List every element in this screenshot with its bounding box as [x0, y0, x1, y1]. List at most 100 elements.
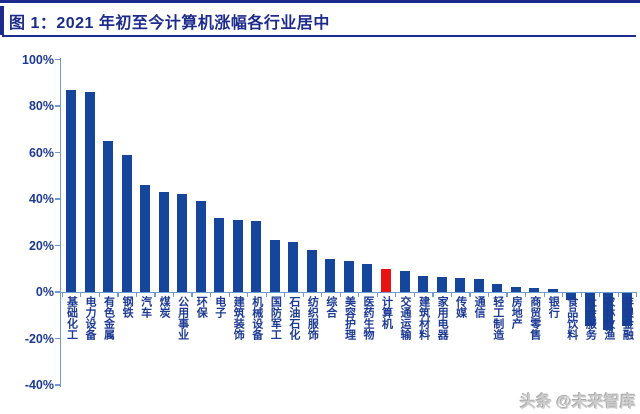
category-label: 有色金属 — [102, 296, 115, 340]
x-axis-tick — [191, 293, 193, 297]
x-axis-tick — [80, 293, 82, 297]
x-axis-tick — [636, 293, 638, 297]
chart-bar-17 — [362, 264, 373, 292]
y-axis-tick — [55, 384, 60, 386]
category-label: 非银金融 — [621, 296, 634, 340]
y-axis-tick — [55, 244, 60, 247]
chart-bar-3 — [103, 140, 114, 292]
category-label: 商贸零售 — [528, 296, 541, 340]
category-label: 煤炭 — [158, 296, 171, 318]
x-axis-tick — [61, 293, 63, 297]
chart-bar-9 — [214, 217, 225, 292]
y-axis-line — [60, 58, 62, 387]
chart-bar-15 — [325, 259, 336, 292]
y-axis-tick — [55, 337, 60, 340]
x-axis-tick — [432, 293, 434, 297]
x-axis-tick — [506, 293, 508, 297]
category-label: 医药生物 — [361, 296, 374, 340]
category-label: 国防军工 — [269, 296, 282, 340]
y-axis-label: 40% — [28, 192, 54, 206]
category-label: 综合 — [324, 296, 337, 318]
category-label: 建筑装饰 — [232, 296, 245, 340]
chart-bar-16 — [343, 260, 354, 292]
category-label: 家用电器 — [436, 296, 449, 340]
category-label: 公用事业 — [176, 296, 189, 340]
y-axis-label: 0% — [35, 285, 54, 299]
x-axis-tick — [209, 293, 212, 297]
x-axis-tick — [562, 293, 564, 297]
category-label: 环保 — [195, 296, 208, 318]
x-axis-tick — [135, 293, 138, 297]
category-label: 基础化工 — [65, 296, 78, 340]
chart-bar-27 — [547, 289, 558, 292]
chart-bar-14 — [306, 250, 317, 292]
chart-bar-21 — [436, 276, 447, 292]
x-axis-tick — [98, 293, 100, 297]
category-label: 通信 — [473, 296, 486, 318]
chart-bar-30 — [603, 293, 614, 331]
chart-bar-25 — [510, 286, 521, 292]
chart-bar-4 — [121, 154, 132, 292]
x-axis-line — [60, 292, 637, 294]
x-axis-tick — [265, 293, 267, 297]
category-label: 汽车 — [139, 296, 152, 318]
x-axis-tick — [395, 293, 397, 297]
category-label: 电力设备 — [84, 296, 97, 340]
y-axis-tick — [55, 151, 60, 154]
chart-bar-18 — [381, 268, 391, 292]
x-axis-tick — [302, 293, 304, 297]
x-axis-tick — [543, 293, 545, 297]
category-label: 建筑材料 — [417, 296, 430, 340]
chart-bar-20 — [418, 275, 429, 292]
x-axis-tick — [172, 293, 175, 297]
category-label: 交通运输 — [399, 296, 412, 340]
x-axis-tick — [469, 293, 471, 297]
category-label: 传媒 — [454, 296, 467, 318]
chart-bar-23 — [473, 279, 484, 292]
chart-bar-7 — [177, 194, 188, 292]
category-label: 机械设备 — [250, 296, 263, 340]
category-label: 纺织服饰 — [306, 296, 319, 340]
y-axis-label: -20% — [24, 331, 54, 346]
category-label: 钢铁 — [121, 296, 134, 318]
chart-bar-13 — [288, 242, 299, 292]
category-label: 房地产 — [510, 296, 523, 329]
title-underline — [2, 35, 636, 37]
x-axis-tick — [376, 293, 378, 297]
category-label: 轻工制造 — [491, 296, 504, 340]
x-axis-tick — [487, 293, 490, 297]
y-axis-label: 100% — [22, 52, 54, 67]
chart-bar-1 — [66, 89, 76, 292]
category-label: 石油石化 — [287, 296, 300, 340]
x-axis-tick — [284, 293, 286, 297]
y-axis-tick — [55, 198, 60, 200]
chart-bar-5 — [140, 185, 151, 292]
category-label: 食品饮料 — [565, 296, 578, 340]
category-label: 社会服务 — [584, 296, 597, 340]
category-label: 农林牧渔 — [602, 296, 615, 340]
x-axis-tick — [117, 293, 119, 297]
y-axis-tick — [55, 105, 60, 107]
x-axis-tick — [413, 293, 415, 297]
y-axis-label: 20% — [28, 238, 54, 253]
chart-bar-11 — [251, 221, 262, 292]
x-axis-tick — [228, 293, 230, 297]
top-border-line — [0, 0, 640, 3]
chart-bar-26 — [529, 287, 540, 292]
y-axis-label: 60% — [28, 145, 54, 160]
x-axis-tick — [321, 293, 323, 297]
x-axis-tick — [580, 293, 582, 297]
chart-bar-22 — [455, 278, 466, 292]
y-axis-tick — [55, 58, 60, 61]
x-axis-tick — [154, 293, 156, 297]
x-axis-tick — [247, 293, 249, 297]
chart-bar-24 — [492, 283, 503, 292]
category-label: 计算机 — [380, 296, 393, 329]
x-axis-tick — [524, 293, 527, 297]
chart-bar-2 — [84, 92, 95, 292]
category-label: 银行 — [547, 296, 560, 318]
chart-bar-8 — [195, 201, 206, 292]
chart-bar-31 — [621, 293, 632, 326]
